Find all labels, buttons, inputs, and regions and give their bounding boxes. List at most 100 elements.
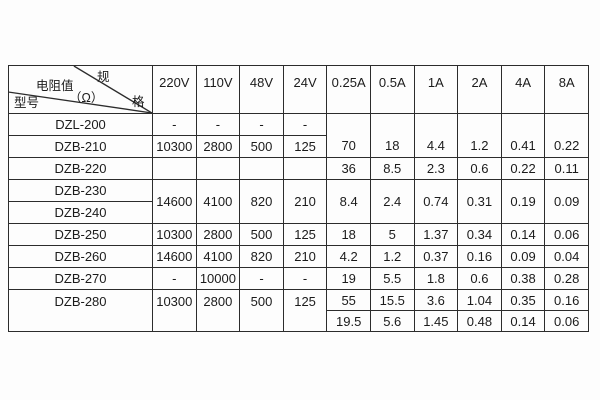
value-cell: 2.4 — [369, 179, 415, 224]
column-header: 1A — [413, 65, 459, 114]
value-cell: 5.5 — [369, 267, 415, 290]
value-cell: 15.5 — [369, 289, 415, 311]
value-cell: 4.2 — [326, 245, 371, 268]
value-cell: 0.35 — [500, 289, 546, 311]
table-row: 19.5 5.6 1.45 0.48 0.14 0.06 — [9, 310, 589, 332]
table-row: DZB-270 - 10000 - - 19 5.5 1.8 0.6 0.38 … — [8, 267, 589, 290]
value-cell: - — [195, 113, 241, 136]
model-cell: DZB-280 — [8, 289, 153, 332]
model-cell: DZB-220 — [8, 157, 153, 180]
model-cell: DZL-200 — [8, 113, 153, 136]
value-cell: 0.31 — [457, 179, 502, 224]
value-cell: 18 — [326, 223, 371, 246]
value-cell — [195, 157, 241, 180]
value-cell: 10300 — [152, 223, 197, 246]
column-header: 110V — [195, 65, 241, 114]
value-cell: 5.6 — [369, 310, 415, 332]
value-cell: 0.41 — [500, 113, 546, 158]
value-cell: 0.34 — [457, 223, 502, 246]
value-cell: 500 — [239, 289, 284, 332]
value-cell: 19.5 — [326, 310, 371, 332]
column-header: 0.25A — [326, 65, 371, 114]
value-cell: 820 — [239, 245, 284, 268]
column-header: 24V — [282, 65, 328, 114]
value-cell: 8.5 — [369, 157, 415, 180]
model-label: 型号 — [14, 96, 40, 110]
model-cell: DZB-260 — [8, 245, 153, 268]
column-header: 4A — [500, 65, 546, 114]
value-cell: 0.14 — [500, 310, 546, 332]
value-cell: 210 — [282, 245, 328, 268]
value-cell: 820 — [239, 179, 284, 224]
value-cell — [282, 157, 328, 180]
model-cell: DZB-250 — [8, 223, 153, 246]
model-cell: DZB-210 — [8, 135, 153, 158]
value-cell: 0.04 — [544, 245, 589, 268]
value-cell: 8.4 — [326, 179, 371, 224]
value-cell: 0.28 — [544, 267, 589, 290]
value-cell: 14600 — [152, 245, 197, 268]
value-cell: 1.45 — [413, 310, 459, 332]
diagonal-divider-lines — [9, 66, 152, 113]
value-cell: 125 — [282, 135, 328, 158]
value-cell: 0.06 — [544, 223, 589, 246]
value-cell: 0.74 — [413, 179, 459, 224]
value-cell: 55 — [326, 289, 371, 311]
value-cell: 1.8 — [413, 267, 459, 290]
value-cell: 0.16 — [544, 289, 589, 311]
value-cell: 4100 — [195, 245, 241, 268]
value-cell: 500 — [239, 135, 284, 158]
value-cell: 500 — [239, 223, 284, 246]
value-cell: 0.38 — [500, 267, 546, 290]
table-row: DZB-210 10300 2800 500 125 — [8, 135, 589, 158]
table-row: DZB-260 14600 4100 820 210 4.2 1.2 0.37 … — [8, 245, 589, 268]
value-cell: 70 — [326, 113, 371, 158]
model-cell: DZB-270 — [8, 267, 153, 290]
value-cell: 0.16 — [457, 245, 502, 268]
value-cell: 0.22 — [500, 157, 546, 180]
value-cell: 0.48 — [457, 310, 502, 332]
value-cell: 0.6 — [457, 267, 502, 290]
value-cell: - — [282, 267, 328, 290]
value-cell: - — [152, 267, 197, 290]
value-cell: 19 — [326, 267, 371, 290]
value-cell: 36 — [326, 157, 371, 180]
value-cell: 210 — [282, 179, 328, 224]
value-cell: 5 — [369, 223, 415, 246]
value-cell: - — [239, 267, 284, 290]
value-cell: 2800 — [195, 135, 241, 158]
value-cell: 3.6 — [413, 289, 459, 311]
column-header: 2A — [457, 65, 502, 114]
value-cell: 18 — [369, 113, 415, 158]
value-cell: 10300 — [152, 135, 197, 158]
spec-label-char-bottom: 格 — [132, 95, 145, 109]
table-row: DZB-230 14600 4100 820 210 8.4 2.4 0.74 … — [8, 179, 589, 224]
value-cell: 4.4 — [413, 113, 459, 158]
value-cell: 0.09 — [500, 245, 546, 268]
value-cell: 0.37 — [413, 245, 459, 268]
corner-header-cell: 规 格 电阻值 （Ω） 型号 — [8, 65, 153, 114]
table-row: DZL-200 - - - - 70 18 4.4 1.2 0.41 0.22 — [8, 113, 589, 158]
table-row: DZB-280 10300 2800 500 125 55 15.5 3.6 1… — [8, 289, 589, 332]
value-cell: 0.22 — [544, 113, 589, 158]
value-cell: 1.37 — [413, 223, 459, 246]
value-cell — [239, 157, 284, 180]
value-cell: 125 — [282, 223, 328, 246]
value-cell: 2800 — [195, 223, 241, 246]
value-cell: 0.11 — [544, 157, 589, 180]
spec-label-char-top: 规 — [97, 70, 110, 84]
value-cell: 0.14 — [500, 223, 546, 246]
value-cell: 125 — [282, 289, 328, 332]
value-cell: 1.2 — [369, 245, 415, 268]
model-cell: DZB-230 — [8, 179, 153, 202]
value-cell: 0.06 — [544, 310, 589, 332]
value-cell: 2.3 — [413, 157, 459, 180]
column-header: 8A — [544, 65, 589, 114]
value-cell: 0.09 — [544, 179, 589, 224]
table-row: DZB-250 10300 2800 500 125 18 5 1.37 0.3… — [8, 223, 589, 246]
value-cell: 2800 — [195, 289, 241, 332]
value-cell: 1.2 — [457, 113, 502, 158]
value-cell — [152, 157, 197, 180]
resistance-label: 电阻值 — [36, 79, 74, 93]
